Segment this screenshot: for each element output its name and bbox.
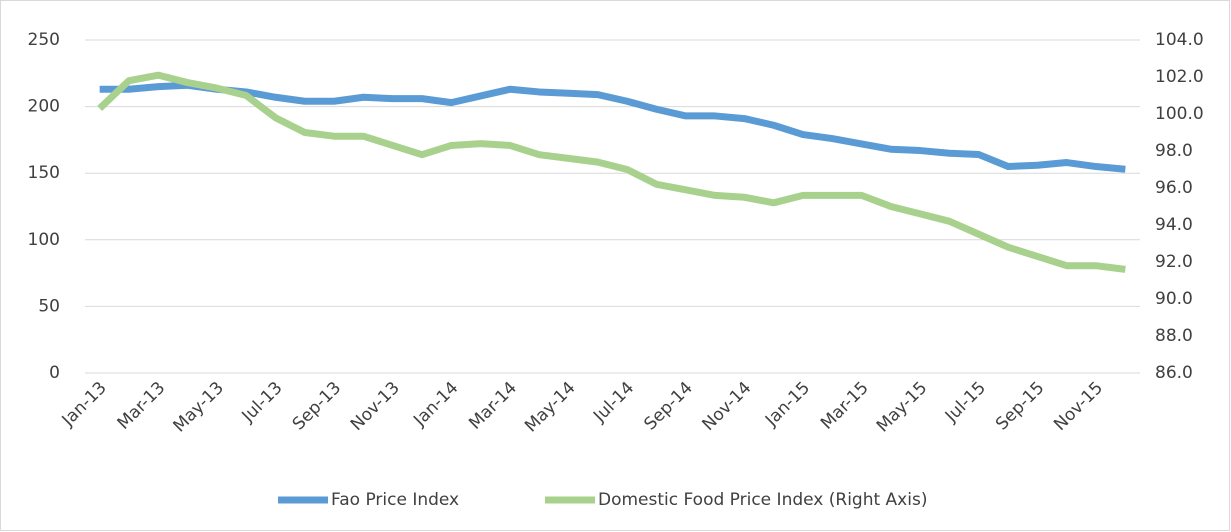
y2-tick-label: 90.0: [1155, 289, 1193, 309]
y-tick-label: 50: [38, 296, 60, 316]
y2-tick-label: 96.0: [1155, 178, 1193, 198]
y2-tick-label: 86.0: [1155, 363, 1193, 383]
y2-tick-label: 94.0: [1155, 215, 1193, 235]
y-tick-label: 0: [49, 363, 60, 383]
y2-tick-label: 92.0: [1155, 252, 1193, 272]
legend-label: Fao Price Index: [331, 490, 459, 510]
y2-tick-label: 88.0: [1155, 326, 1193, 346]
line-series: [99, 81, 1126, 173]
y2-tick-label: 104.0: [1155, 30, 1204, 50]
y-tick-label: 200: [28, 97, 60, 117]
y-tick-label: 100: [28, 230, 60, 250]
y2-tick-label: 100.0: [1155, 104, 1204, 124]
y2-tick-label: 98.0: [1155, 141, 1193, 161]
legend-label: Domestic Food Price Index (Right Axis): [598, 490, 927, 510]
y2-tick-label: 102.0: [1155, 67, 1204, 87]
y-tick-label: 250: [28, 30, 60, 50]
y-tick-label: 150: [28, 163, 60, 183]
line-series: [97, 71, 1126, 273]
